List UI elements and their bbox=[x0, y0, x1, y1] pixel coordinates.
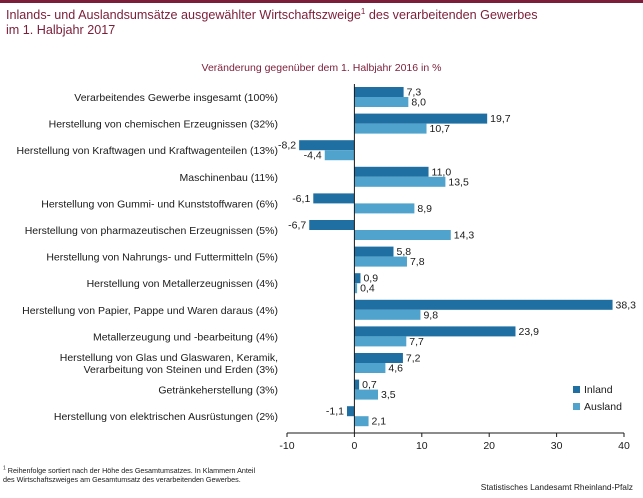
legend-swatch-inland bbox=[573, 386, 580, 393]
category-label: Herstellung von elektrischen Ausrüstunge… bbox=[54, 411, 278, 423]
legend-swatch-ausland bbox=[573, 403, 580, 410]
x-tick-label: 40 bbox=[618, 440, 630, 452]
bar-ausland bbox=[354, 389, 378, 400]
value-label-inland: 7,2 bbox=[406, 353, 421, 365]
value-label-inland: -6,7 bbox=[288, 220, 306, 232]
bar-ausland bbox=[354, 309, 421, 320]
bar-inland bbox=[354, 113, 488, 124]
value-label-ausland: -4,4 bbox=[304, 150, 322, 162]
category-label: Maschinenbau (11%) bbox=[180, 172, 278, 184]
bar-ausland bbox=[354, 203, 415, 214]
value-label-ausland: 13,5 bbox=[448, 176, 469, 188]
title-line1-end: des verarbeitenden Gewerbes bbox=[365, 8, 538, 22]
value-label-inland: -8,2 bbox=[278, 140, 296, 152]
bar-inland bbox=[354, 273, 361, 284]
category-label: Verarbeitendes Gewerbe insgesamt (100%) bbox=[74, 92, 278, 104]
bar-inland bbox=[309, 220, 355, 230]
chart-title: Inlands- und Auslandsumsätze ausgewählte… bbox=[6, 6, 606, 38]
value-label-inland: 23,9 bbox=[518, 326, 539, 338]
legend-label-inland: Inland bbox=[584, 384, 613, 396]
bar-inland bbox=[354, 353, 403, 363]
bar-inland bbox=[354, 246, 394, 257]
bar-ausland bbox=[354, 336, 407, 347]
category-label: Getränkeherstellung (3%) bbox=[158, 385, 278, 397]
x-tick-label: 20 bbox=[483, 440, 495, 452]
value-label-ausland: 4,6 bbox=[388, 363, 403, 375]
value-label-ausland: 7,7 bbox=[409, 336, 424, 348]
category-label: Herstellung von pharmazeutischen Erzeugn… bbox=[25, 225, 278, 237]
bar-inland bbox=[299, 140, 355, 151]
value-label-ausland: 14,3 bbox=[454, 230, 475, 242]
value-label-ausland: 9,8 bbox=[423, 309, 438, 321]
category-label: Herstellung von Glas und Glaswaren, Kera… bbox=[60, 352, 278, 364]
value-label-inland: 0,9 bbox=[363, 273, 378, 285]
value-label-inland: 0,7 bbox=[362, 379, 377, 391]
bar-ausland bbox=[324, 150, 355, 161]
value-label-inland: 7,3 bbox=[407, 87, 422, 99]
category-label: Herstellung von chemischen Erzeugnissen … bbox=[49, 119, 278, 131]
category-label: Herstellung von Papier, Pappe und Waren … bbox=[22, 305, 278, 317]
value-label-ausland: 7,8 bbox=[410, 256, 425, 268]
bar-ausland bbox=[354, 416, 369, 427]
bar-inland bbox=[354, 299, 613, 310]
bar-inland bbox=[354, 326, 516, 337]
bar-ausland bbox=[354, 256, 407, 267]
value-label-ausland: 0,4 bbox=[360, 283, 375, 295]
title-footnote-marker: 1 bbox=[360, 6, 366, 16]
category-label: Herstellung von Gummi- und Kunststoffwar… bbox=[41, 198, 278, 210]
bar-ausland bbox=[354, 123, 427, 134]
category-label: Metallerzeugung und -bearbeitung (4%) bbox=[93, 331, 278, 343]
value-label-ausland: 10,7 bbox=[430, 123, 451, 135]
category-label: Herstellung von Metallerzeugnissen (4%) bbox=[87, 278, 278, 290]
legend-label-ausland: Ausland bbox=[584, 401, 622, 413]
chart-subtitle: Veränderung gegenüber dem 1. Halbjahr 20… bbox=[201, 62, 442, 74]
footnote-text: Reihenfolge sortiert nach der Höhe des G… bbox=[3, 466, 256, 484]
value-label-ausland: 2,1 bbox=[372, 416, 387, 428]
bar-inland bbox=[354, 87, 404, 97]
value-label-inland: 38,3 bbox=[616, 299, 637, 311]
bar-inland bbox=[354, 379, 360, 390]
value-label-ausland: 3,5 bbox=[381, 389, 396, 401]
value-label-ausland: 8,0 bbox=[411, 97, 426, 109]
bar-ausland bbox=[354, 363, 386, 373]
value-label-inland: 11,0 bbox=[432, 166, 452, 178]
category-label: Verarbeitung von Steinen und Erden (3%) bbox=[84, 364, 278, 376]
category-label: Herstellung von Nahrungs- und Futtermitt… bbox=[46, 252, 278, 264]
value-label-inland: -1,1 bbox=[326, 406, 344, 418]
footnote: 1 Reihenfolge sortiert nach der Höhe des… bbox=[3, 466, 263, 484]
x-tick-label: 30 bbox=[551, 440, 563, 452]
x-tick-label: 0 bbox=[351, 440, 357, 452]
value-label-inland: 5,8 bbox=[396, 246, 411, 258]
value-label-inland: 19,7 bbox=[490, 113, 511, 125]
bar-inland bbox=[313, 193, 355, 204]
title-line2: im 1. Halbjahr 2017 bbox=[6, 23, 116, 37]
value-label-inland: -6,1 bbox=[292, 193, 310, 205]
value-label-ausland: 8,9 bbox=[417, 203, 432, 215]
top-rule bbox=[0, 0, 643, 3]
bar-ausland bbox=[354, 283, 358, 294]
source-label: Statistisches Landesamt Rheinland-Pfalz bbox=[480, 482, 633, 492]
title-line1-main: Inlands- und Auslandsumsätze ausgewählte… bbox=[6, 8, 361, 22]
category-label: Herstellung von Kraftwagen und Kraftwage… bbox=[17, 145, 279, 157]
bar-ausland bbox=[354, 97, 409, 107]
bar-ausland bbox=[354, 230, 451, 240]
bar-inland bbox=[354, 166, 429, 177]
bar-inland bbox=[346, 406, 355, 417]
x-tick-label: 10 bbox=[416, 440, 428, 452]
x-tick-label: -10 bbox=[279, 440, 294, 452]
footnote-marker: 1 bbox=[3, 465, 6, 472]
bar-ausland bbox=[354, 176, 446, 187]
